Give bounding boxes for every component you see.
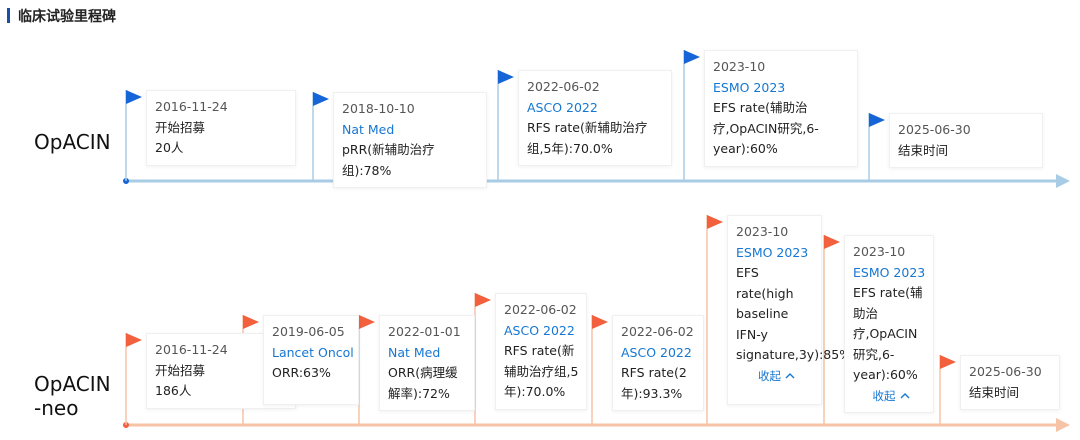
event-card: 2022-01-01 Nat Med ORR(病理缓解率):72% (379, 315, 475, 411)
event-card: 2022-06-02 ASCO 2022 RFS rate(2年):93.3% (612, 315, 704, 411)
event-date: 2022-06-02 (504, 302, 577, 317)
event-date: 2025-06-30 (898, 122, 971, 137)
collapse-toggle[interactable]: 收起 (736, 366, 817, 387)
flag (869, 113, 885, 127)
event-text: 186人 (155, 383, 192, 398)
title-accent (7, 8, 10, 23)
event-source: Nat Med (388, 344, 441, 360)
event-text: EFS rate(辅助治疗,OpACIN研究,6-year):60% (713, 100, 819, 156)
event-date: 2022-01-01 (388, 324, 461, 339)
event-date: 2023-10 (713, 59, 766, 74)
event-date: 2022-06-02 (621, 324, 694, 339)
event-card: 2016-11-24 开始招募 20人 (146, 90, 296, 166)
event-text: RFS rate(2年):93.3% (621, 365, 687, 401)
flag (313, 92, 329, 106)
chevron-up[interactable] (900, 392, 910, 400)
track-name: OpACIN (34, 130, 111, 154)
track-name: OpACIN -neo (34, 372, 111, 420)
event-source: Lancet Oncol (272, 344, 354, 360)
flag (475, 293, 491, 307)
event-source: ASCO 2022 (504, 322, 575, 338)
flag (243, 315, 259, 329)
event-text: ORR:63% (272, 365, 331, 380)
event-card: 2022-06-02 ASCO 2022 RFS rate(新辅助治疗组,5年):7… (518, 70, 672, 166)
toggle-label[interactable]: 收起 (758, 368, 781, 383)
event-source: ESMO 2023 (736, 244, 809, 260)
flag (592, 315, 608, 329)
track-name-line: -neo (34, 396, 79, 420)
axis-arrow (1056, 418, 1070, 432)
flag (126, 90, 142, 104)
event-text: EFS rate(high baseline IFN-y signature,3… (736, 265, 852, 362)
event-date: 2025-06-30 (969, 364, 1042, 379)
event-source: ASCO 2022 (621, 344, 692, 360)
event-card: 2018-10-10 Nat Med pRR(新辅助治疗组):78% (333, 92, 487, 188)
event-text: RFS rate(新辅助治疗组,5年):70.0% (504, 343, 579, 399)
flag (126, 333, 142, 347)
event-card: 2023-10 ESMO 2023 EFS rate(辅助治疗,OpACIN研究,6… (704, 50, 858, 167)
axis-arrow (1056, 174, 1070, 188)
event-date: 2016-11-24 (155, 342, 228, 357)
flag (684, 50, 700, 64)
event-date: 2023-10 (853, 244, 906, 259)
event-card: 2022-06-02 ASCO 2022 RFS rate(新辅助治疗组,5年):7… (495, 293, 587, 410)
event-text: EFS rate(辅助治疗,OpACIN研究,6-year):60% (853, 285, 923, 382)
track-name-line: OpACIN (34, 372, 111, 396)
event-date: 2023-10 (736, 224, 789, 239)
event-text: 20人 (155, 140, 184, 155)
event-text: pRR(新辅助治疗组):78% (342, 142, 435, 178)
event-text: 开始招募 (155, 119, 206, 135)
flag (707, 215, 723, 229)
event-date: 2016-11-24 (155, 99, 228, 114)
event-text: ORR(病理缓解率):72% (388, 365, 458, 401)
event-source: Nat Med (342, 121, 395, 137)
event-card: 2023-10 ESMO 2023 EFS rate(high baseline I… (727, 215, 852, 405)
flag (498, 70, 514, 84)
flag (359, 315, 375, 329)
event-date: 2019-06-05 (272, 324, 345, 339)
section-title: 临床试验里程碑 (18, 9, 116, 25)
chevron-up[interactable] (785, 372, 795, 380)
track-name-line: OpACIN (34, 130, 111, 154)
event-text: 结束时间 (898, 142, 949, 158)
event-source: ESMO 2023 (713, 79, 786, 95)
event-text: 结束时间 (969, 384, 1020, 400)
event-source: ESMO 2023 (853, 264, 926, 280)
event-card: 2025-06-30 结束时间 (960, 355, 1060, 410)
event-text: RFS rate(新辅助治疗组,5年):70.0% (527, 120, 648, 156)
flag (940, 355, 956, 369)
collapse-toggle[interactable]: 收起 (853, 386, 929, 407)
flag (824, 235, 840, 249)
event-card: 2023-10 ESMO 2023 EFS rate(辅助治疗,OpACIN研究,6… (844, 235, 934, 413)
event-date: 2022-06-02 (527, 79, 600, 94)
event-card: 2019-06-05 Lancet Oncol ORR:63% (263, 315, 359, 405)
event-source: ASCO 2022 (527, 99, 598, 115)
event-date: 2018-10-10 (342, 101, 415, 116)
event-card: 2025-06-30 结束时间 (889, 113, 1043, 168)
event-text: 开始招募 (155, 362, 206, 378)
toggle-label[interactable]: 收起 (872, 388, 896, 403)
